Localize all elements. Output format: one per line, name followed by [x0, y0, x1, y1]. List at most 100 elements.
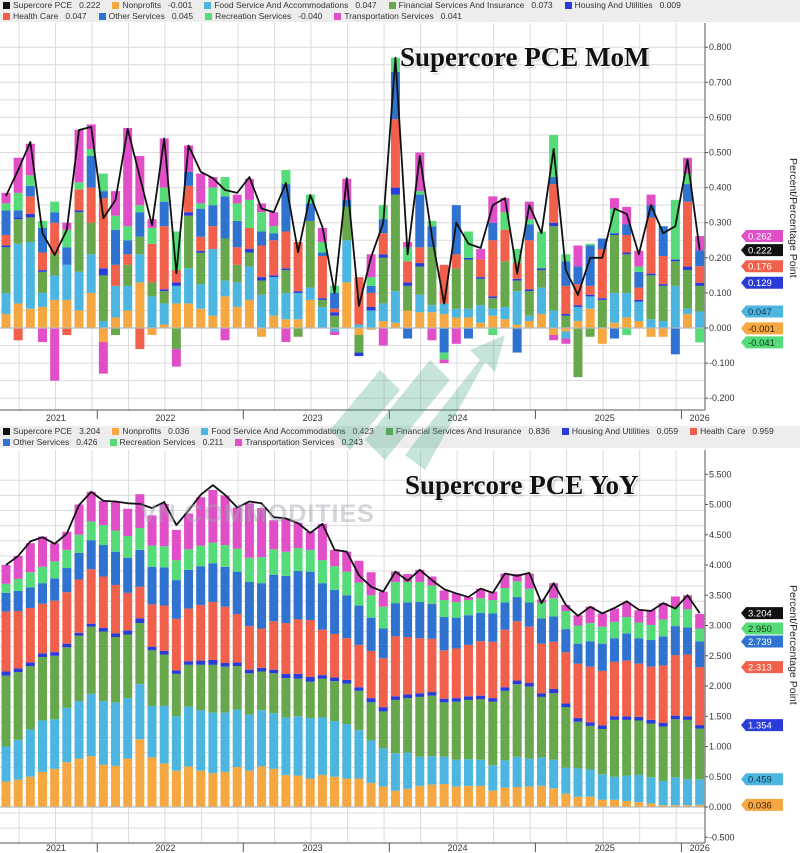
- bar-segment: [147, 545, 157, 567]
- legend-value: 3.204: [79, 426, 101, 436]
- bar-segment: [585, 623, 595, 642]
- y-tick-label: 0.000: [709, 323, 732, 333]
- bar-segment: [184, 215, 194, 269]
- bar-segment: [536, 268, 546, 271]
- legend-swatch: [112, 2, 120, 9]
- bar-segment: [111, 191, 121, 216]
- legend-top: Supercore PCE 0.222 Nonprofits -0.001 Food S…: [0, 0, 800, 22]
- bar-segment: [13, 210, 23, 218]
- bar-segment: [208, 542, 218, 564]
- bar-segment: [512, 249, 522, 264]
- bar-segment: [135, 618, 145, 624]
- bar-segment: [269, 520, 279, 550]
- bar-segment: [646, 275, 656, 320]
- bar-segment: [1, 671, 11, 676]
- y-tick-label: 0.800: [709, 42, 732, 52]
- bar-segment: [695, 285, 705, 312]
- bar-segment: [38, 252, 48, 271]
- bar-segment: [281, 292, 291, 320]
- bar-segment: [646, 273, 656, 276]
- bar-segment: [317, 675, 327, 679]
- bar-segment: [159, 705, 169, 764]
- bar-segment: [646, 328, 656, 337]
- end-value-label: 0.176: [741, 260, 783, 273]
- legend-item: Food Service And Accommodations 0.423: [201, 426, 374, 437]
- bar-segment: [354, 687, 364, 691]
- end-value-text: -0.041: [748, 338, 775, 349]
- bar-segment: [244, 249, 254, 253]
- bar-segment: [451, 254, 461, 269]
- bar-segment: [695, 628, 705, 642]
- legend-value: -0.001: [168, 0, 193, 10]
- bar-segment: [25, 308, 35, 328]
- bar-segment: [305, 287, 315, 300]
- bar-segment: [269, 240, 279, 276]
- legend-item: Supercore PCE 0.222: [3, 0, 100, 11]
- bar-segment: [415, 638, 425, 694]
- bar-segment: [196, 497, 206, 546]
- bar-segment: [196, 604, 206, 661]
- bar-segment: [463, 644, 473, 697]
- bar-segment: [488, 698, 498, 702]
- bar-segment: [610, 799, 619, 807]
- bar-segment: [257, 231, 267, 246]
- bar-segment: [86, 254, 96, 293]
- bar-segment: [232, 247, 242, 265]
- bar-segment: [658, 226, 668, 257]
- bar-segment: [25, 729, 35, 777]
- bar-segment: [293, 678, 303, 717]
- bar-segment: [220, 328, 230, 341]
- bar-segment: [536, 757, 546, 786]
- bar-segment: [476, 277, 486, 279]
- bar-segment: [561, 707, 571, 768]
- legend-value: 0.047: [355, 0, 377, 10]
- bar-segment: [597, 725, 607, 729]
- bar-segment: [281, 328, 291, 343]
- bar-segment: [86, 569, 96, 624]
- bar-segment: [111, 702, 121, 766]
- bar-segment: [244, 581, 254, 627]
- bar-segment: [366, 595, 376, 618]
- bar-segment: [232, 666, 242, 710]
- bar-segment: [390, 699, 400, 754]
- bar-segment: [512, 328, 522, 353]
- bar-segment: [695, 250, 705, 267]
- bar-segment: [451, 601, 461, 618]
- bar-segment: [610, 716, 619, 720]
- bar-segment: [86, 148, 96, 157]
- legend-row: Supercore PCE 3.204 Nonprofits 0.036 Food Se…: [3, 426, 774, 437]
- bar-segment: [500, 306, 510, 320]
- end-value-label: 0.129: [741, 276, 783, 289]
- bar-segment: [683, 173, 693, 185]
- bar-segment: [257, 280, 267, 295]
- legend-value: 0.222: [79, 0, 101, 10]
- bar-segment: [13, 779, 23, 807]
- bar-segment: [330, 292, 340, 309]
- legend-item: Financial Services And Insurance 0.073: [388, 0, 553, 11]
- bar-segment: [549, 335, 559, 341]
- bar-segment: [220, 280, 230, 297]
- end-value-label: -0.001: [741, 322, 783, 335]
- bar-segment: [123, 508, 133, 536]
- bar-segment: [683, 654, 693, 717]
- bar-segment: [403, 636, 413, 695]
- bar-segment: [184, 185, 194, 213]
- bar-segment: [123, 758, 133, 807]
- bar-segment: [25, 662, 35, 667]
- end-value-label: 0.222: [741, 244, 783, 257]
- bar-segment: [415, 312, 425, 328]
- bar-segment: [451, 648, 461, 699]
- bar-segment: [244, 669, 254, 674]
- bar-segment: [610, 328, 619, 339]
- bar-segment: [208, 773, 218, 807]
- mom-chart-title: Supercore PCE MoM: [400, 42, 650, 72]
- bar-segment: [658, 285, 668, 321]
- bar-segment: [536, 618, 546, 644]
- bar-segment: [585, 308, 595, 328]
- bar-segment: [111, 633, 121, 637]
- bar-segment: [573, 245, 583, 267]
- bar-segment: [622, 633, 632, 661]
- bar-segment: [244, 178, 254, 200]
- bar-segment: [171, 770, 181, 807]
- legend-label: Supercore PCE: [13, 0, 73, 10]
